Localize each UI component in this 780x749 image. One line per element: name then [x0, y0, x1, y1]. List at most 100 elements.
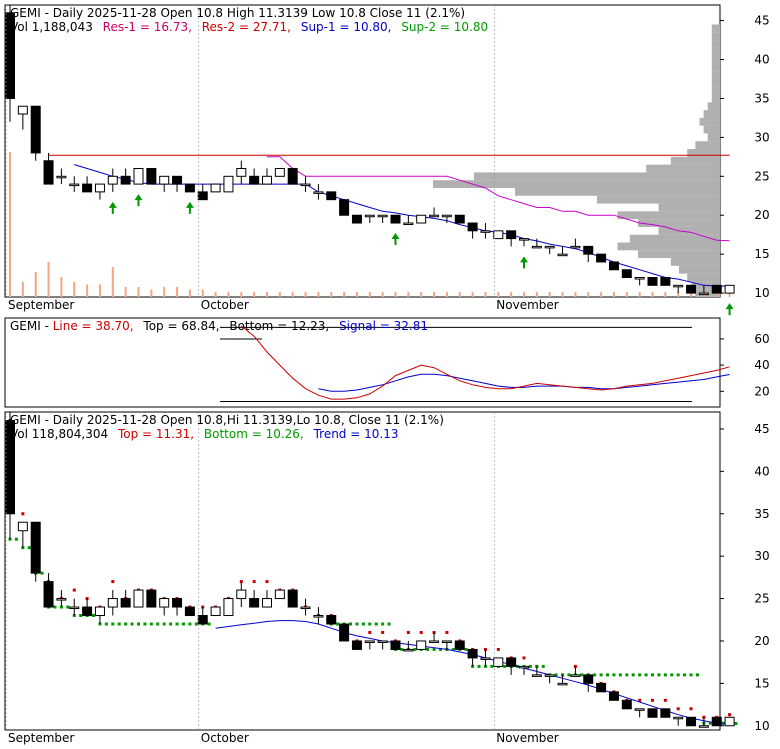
bottom-candle [416, 640, 427, 650]
bottom-tick-label: 40 [754, 464, 769, 478]
top-candle [30, 105, 41, 154]
top-month-label: September [8, 298, 74, 312]
top-dot [663, 698, 667, 702]
volume-profile-bar [433, 180, 720, 188]
bottom-panel-frame [4, 411, 721, 731]
bottom-tick-label: 25 [754, 592, 769, 606]
buy-arrow [134, 194, 143, 207]
top-candle [608, 261, 619, 271]
volume-bar [445, 292, 448, 297]
bottom-dot [194, 622, 198, 626]
top-dot [676, 707, 680, 711]
volume-bar [368, 292, 371, 297]
volume-bar [484, 292, 487, 297]
bottom-tick-label: 20 [754, 634, 769, 648]
sup-trend-line [74, 164, 730, 287]
volume-profile-bar [711, 86, 720, 95]
bottom-month-label: September [8, 731, 74, 745]
bottom-tick-label: 10 [754, 719, 769, 733]
volume-profile-bar [695, 141, 720, 150]
volume-profile-bar [699, 117, 720, 126]
top-candle [416, 214, 427, 224]
bottom-dot [708, 721, 712, 725]
top-vol-label: Vol 1,188,043 [10, 20, 93, 34]
bottom-dot [14, 537, 18, 541]
top-candle [82, 183, 93, 193]
bottom-candle [43, 581, 54, 608]
top-dot [368, 630, 372, 634]
volume-bar [587, 292, 590, 297]
volume-profile-bar [670, 156, 720, 165]
top-tick-label: 45 [754, 14, 769, 28]
bottom-candle [184, 606, 195, 617]
top-candle [56, 175, 67, 179]
bottom-candle [326, 615, 337, 625]
volume-profile-bar [711, 40, 720, 48]
top-candle [634, 277, 645, 280]
volume-profile-bar [646, 164, 720, 173]
bottom-candle [519, 665, 529, 669]
bottom-candle [390, 640, 401, 650]
bottom-dot [599, 673, 603, 677]
volume-profile-bar [617, 211, 720, 220]
top-candle [480, 230, 491, 233]
top-candle [454, 214, 465, 224]
bottom-dot [53, 605, 57, 609]
bottom-dot [554, 673, 558, 677]
bottom-candle [467, 648, 478, 659]
top-month-label: October [201, 298, 249, 312]
volume-bar [330, 292, 333, 297]
buy-arrow [520, 256, 528, 269]
buy-arrow [391, 233, 400, 246]
volume-bar [124, 287, 127, 297]
volume-bar [715, 292, 718, 297]
volume-bar [176, 287, 179, 297]
bottom-dot [130, 622, 134, 626]
top-candle [5, 12, 15, 99]
bottom-dot [368, 622, 372, 626]
top-dot [728, 713, 732, 717]
bottom-candle [596, 682, 607, 693]
bottom-dot [92, 614, 95, 618]
top-candle [570, 245, 581, 249]
volume-profile-bar [711, 24, 720, 33]
volume-profile-bar [711, 55, 720, 64]
volume-bar [278, 292, 281, 297]
top-tick-label: 35 [754, 91, 769, 105]
bottom-dot [400, 647, 404, 651]
bottom-dot [638, 673, 642, 677]
top-dot [252, 580, 256, 584]
top-candle [17, 105, 28, 115]
bottom-dot [438, 647, 442, 651]
bottom-candle [69, 606, 80, 610]
top-header-line2: Vol 1,188,043 Res-1 = 16.73, Res-2 = 27.… [10, 20, 488, 34]
top-dot [265, 580, 269, 584]
res1-line [267, 156, 730, 242]
mid-tick-label: 60 [754, 332, 769, 346]
bottom-dot [143, 622, 147, 626]
bottom-dot [721, 721, 725, 725]
top-dot [522, 656, 526, 660]
top-candle [673, 284, 684, 288]
top-candle [467, 222, 478, 232]
volume-bar [625, 292, 628, 297]
top-candle [107, 175, 118, 185]
volume-profile-bar [474, 172, 720, 181]
top-candle [197, 191, 208, 201]
bottom-header-line1: GEMI - Daily 2025-11-28 Open 10.8,Hi 11.… [10, 413, 444, 427]
bottom-bottom-label: Bottom = 10.26, [204, 427, 304, 441]
volume-bar [266, 292, 268, 297]
bottom-dot [188, 622, 192, 626]
bottom-dot [374, 622, 378, 626]
volume-bar [523, 292, 525, 297]
osc-line [240, 325, 730, 400]
bottom-dot [689, 673, 693, 677]
volume-bar [420, 292, 423, 297]
volume-bar [214, 292, 217, 297]
bottom-dot [528, 664, 532, 668]
bottom-dot [426, 647, 430, 651]
top-candle [686, 284, 697, 294]
top-candle [364, 214, 375, 218]
bottom-candle [82, 606, 93, 617]
